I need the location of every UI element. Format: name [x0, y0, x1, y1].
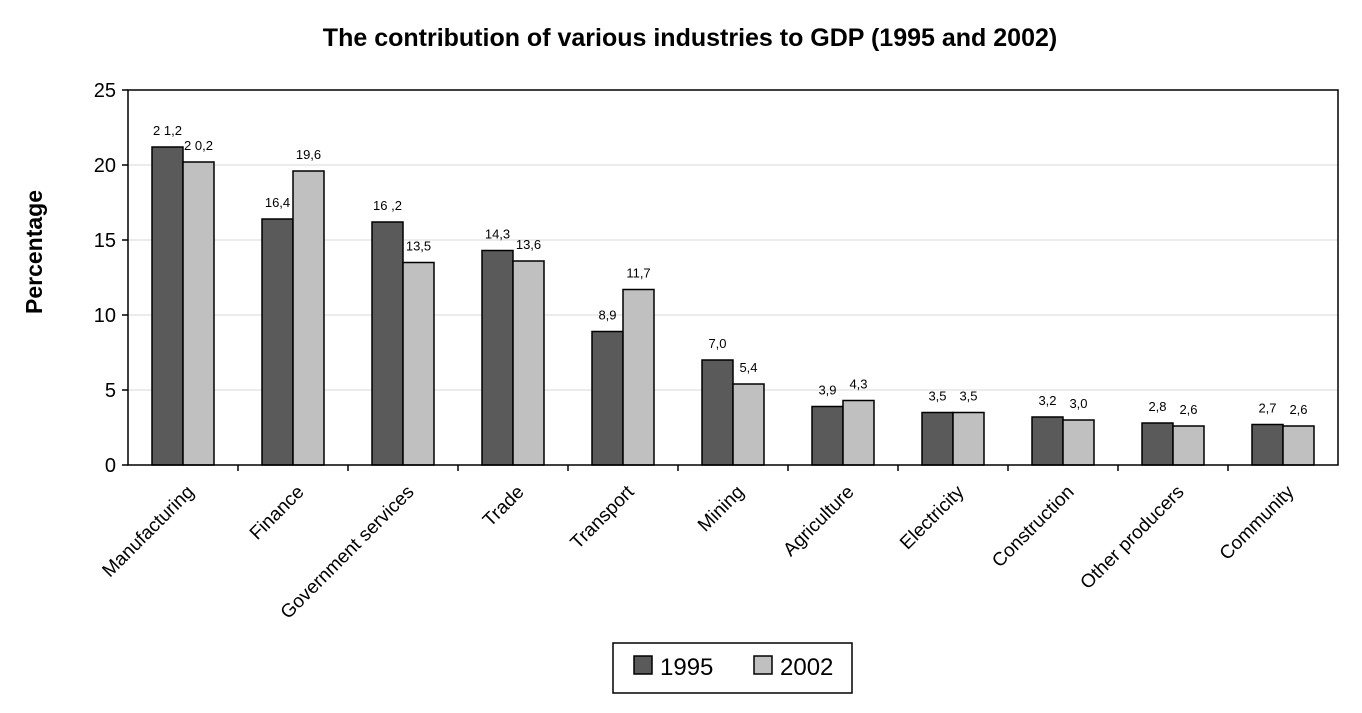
legend: 1995 2002 — [612, 642, 853, 694]
data-label-1995: 8,9 — [598, 308, 616, 323]
legend-box — [612, 642, 853, 694]
legend-label-1995: 1995 — [660, 654, 713, 681]
bar-2002 — [182, 161, 215, 466]
bar-1995 — [261, 218, 294, 466]
y-tick-label: 0 — [105, 455, 116, 477]
bars — [151, 146, 1315, 466]
data-label-1995: 3,2 — [1038, 393, 1056, 408]
bar-2002 — [1172, 425, 1205, 466]
bar-2002 — [952, 411, 985, 466]
legend-label-2002: 2002 — [780, 654, 833, 681]
x-tick-label: Finance — [246, 482, 309, 545]
bar-1995 — [1251, 423, 1284, 466]
legend-swatch-1995 — [633, 655, 653, 675]
y-axis-ticks: 0 5 10 15 20 25 — [94, 80, 128, 477]
data-label-2002: 3,5 — [959, 389, 977, 404]
data-label-2002: 13,5 — [406, 239, 431, 254]
x-tick-label: Agriculture — [779, 482, 858, 561]
data-label-2002: 5,4 — [739, 360, 757, 375]
data-label-1995: 3,9 — [818, 383, 836, 398]
data-label-1995: 16,4 — [265, 195, 290, 210]
data-label-1995: 16 ,2 — [373, 198, 402, 213]
bar-2002 — [1062, 419, 1095, 466]
bar-1995 — [811, 405, 844, 466]
data-label-1995: 3,5 — [928, 389, 946, 404]
data-label-2002: 4,3 — [849, 377, 867, 392]
data-label-2002: 2,6 — [1289, 402, 1307, 417]
x-tick-label: Community — [1216, 481, 1299, 564]
data-label-2002: 2,6 — [1179, 402, 1197, 417]
x-tick-label: Construction — [988, 482, 1078, 572]
data-label-1995: 2 1,2 — [153, 123, 182, 138]
chart-title: The contribution of various industries t… — [323, 24, 1057, 52]
data-labels: 2 1,22 0,2 16,4 19,6 16 ,2 13,5 14,3 13,6 8,9 11… — [153, 123, 1308, 417]
x-tick-label: Transport — [567, 481, 639, 553]
bar-1995 — [1141, 422, 1174, 466]
bar-2002 — [842, 399, 875, 466]
bar-2002 — [622, 288, 655, 466]
bar-2002 — [732, 383, 765, 466]
data-label-2002: 19,6 — [296, 147, 321, 162]
y-axis-label: Percentage — [21, 190, 47, 314]
data-label-1995: 7,0 — [708, 336, 726, 351]
bar-1995 — [1031, 416, 1064, 466]
y-tick-label: 20 — [94, 155, 116, 177]
legend-swatch-2002 — [753, 655, 773, 675]
x-tick-label: Trade — [479, 482, 528, 531]
data-label-2002: 3,0 — [1069, 396, 1087, 411]
x-tick-label: Manufacturing — [99, 482, 199, 582]
bar-1995 — [701, 359, 734, 466]
data-label-2002: 13,6 — [516, 237, 541, 252]
data-label-1995: 14,3 — [485, 227, 510, 242]
data-label-1995: 2,8 — [1148, 399, 1166, 414]
y-tick-label: 15 — [94, 230, 116, 252]
bar-1995 — [921, 411, 954, 466]
y-tick-label: 25 — [94, 80, 116, 102]
bar-2002 — [292, 170, 325, 466]
bar-2002 — [1282, 425, 1315, 466]
y-tick-label: 10 — [94, 305, 116, 327]
bar-2002 — [512, 260, 545, 466]
x-tick-label: Other producers — [1077, 482, 1189, 594]
bar-1995 — [481, 249, 514, 466]
x-tick-label: Electricity — [896, 481, 969, 554]
data-label-2002: 2 0,2 — [184, 138, 213, 153]
bar-1995 — [591, 330, 624, 466]
bar-1995 — [151, 146, 184, 466]
data-label-1995: 2,7 — [1258, 401, 1276, 416]
bar-1995 — [371, 221, 404, 466]
x-tick-label: Mining — [694, 482, 748, 536]
y-tick-label: 5 — [105, 380, 116, 402]
bar-2002 — [402, 261, 435, 466]
data-label-2002: 11,7 — [626, 266, 650, 281]
plot-area-frame — [127, 89, 1339, 466]
